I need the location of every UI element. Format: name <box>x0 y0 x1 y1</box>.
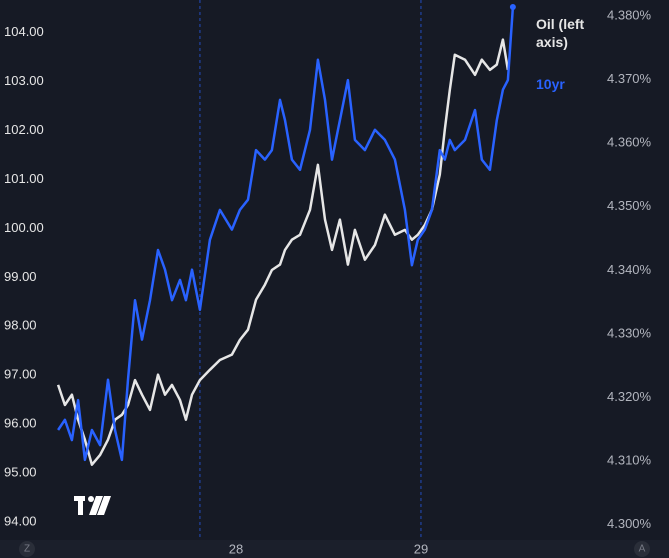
y-tick-label: 98.00 <box>4 318 37 333</box>
y-tick-label: 100.00 <box>4 220 44 235</box>
y2-tick-label: 4.300% <box>607 516 652 531</box>
logo <box>74 496 111 515</box>
legend-entry: Oil (left axis) <box>536 16 585 50</box>
y-tick-label: 94.00 <box>4 513 37 528</box>
y2-tick-label: 4.330% <box>607 325 652 340</box>
y-tick-label: 99.00 <box>4 269 37 284</box>
control-right[interactable]: A <box>639 544 646 555</box>
y-tick-label: 104.00 <box>4 24 44 39</box>
y-tick-label: 96.00 <box>4 416 37 431</box>
y2-tick-label: 4.310% <box>607 453 652 468</box>
y2-tick-label: 4.320% <box>607 389 652 404</box>
y-tick-label: 97.00 <box>4 367 37 382</box>
control-circle <box>634 541 650 557</box>
control-circle <box>19 541 35 557</box>
x-tick-label: 28 <box>229 541 243 556</box>
last-point <box>509 3 516 10</box>
x-axis-band <box>0 540 669 558</box>
control-left[interactable]: Z <box>24 544 30 555</box>
y2-tick-label: 4.340% <box>607 262 652 277</box>
y-tick-label: 95.00 <box>4 464 37 479</box>
series-line <box>57 6 515 462</box>
legend-entry: 10yr <box>536 76 565 92</box>
y-tick-label: 102.00 <box>4 122 44 137</box>
y-tick-label: 101.00 <box>4 171 44 186</box>
x-tick-label: 29 <box>414 541 428 556</box>
y2-tick-label: 4.360% <box>607 135 652 150</box>
y-tick-label: 103.00 <box>4 73 44 88</box>
y2-tick-label: 4.350% <box>607 198 652 213</box>
y2-tick-label: 4.380% <box>607 7 652 22</box>
y2-tick-label: 4.370% <box>607 71 652 86</box>
